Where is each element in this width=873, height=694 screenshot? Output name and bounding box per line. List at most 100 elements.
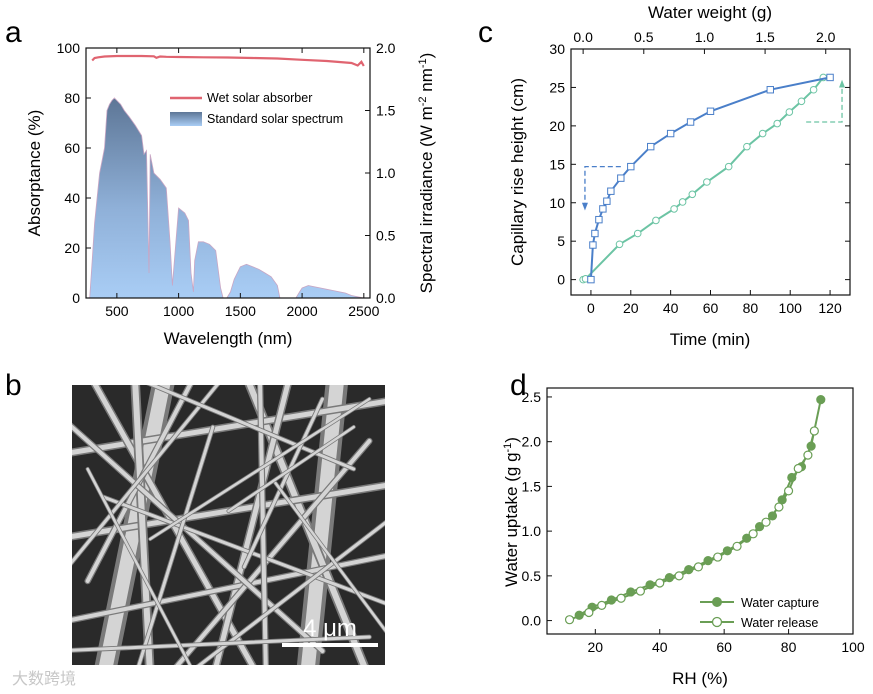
watermark: 大数跨境 <box>12 669 76 688</box>
y-tick-label: 0.0 <box>522 613 542 629</box>
capture-point <box>626 587 636 597</box>
x-tick-label: 2500 <box>348 303 379 319</box>
panel-d-ylabel: Water uptake (g g-1) <box>502 437 521 587</box>
release-point <box>584 607 594 618</box>
series-green-point <box>724 162 733 171</box>
x-tick-label: 120 <box>818 300 842 316</box>
series-blue-point <box>686 118 695 126</box>
x-tick-label: 100 <box>779 300 803 316</box>
series-green-point <box>670 205 678 213</box>
wet-absorber-line <box>91 54 365 67</box>
panel-d-legend: Water capture Water release <box>700 596 819 630</box>
series-green-point <box>703 178 711 186</box>
capture-point <box>767 511 778 521</box>
capture-point <box>606 595 617 605</box>
legend-swatch-release-marker <box>711 616 723 628</box>
legend-swatch-solar-spectrum <box>170 112 202 126</box>
y-tick-label: 30 <box>549 41 565 57</box>
x-tick-label: 1500 <box>225 303 256 319</box>
series-blue-point <box>826 73 834 82</box>
y-right-tick-label: 1.0 <box>376 165 396 181</box>
y-tick-label: 0 <box>557 272 565 288</box>
release-point <box>774 502 784 512</box>
fiber <box>227 425 355 513</box>
y-tick-label: 20 <box>549 118 565 134</box>
release-point <box>597 600 607 610</box>
release-point <box>616 593 626 603</box>
x-top-tick-label: 0.5 <box>634 29 654 45</box>
panel-a-ylabel-right: Spectral irradiance (W m-2 nm-1) <box>417 53 436 294</box>
y-right-tick-label: 2.0 <box>376 40 396 56</box>
x-tick-label: 20 <box>588 639 604 655</box>
capture-point <box>703 556 713 566</box>
arrow-head-blue <box>581 202 588 211</box>
x-tick-label: 2000 <box>287 303 318 319</box>
capture-point <box>806 441 816 451</box>
panel-a-legend: Wet solar absorber Standard solar spectr… <box>170 91 343 126</box>
x-top-tick-label: 0.0 <box>573 29 593 45</box>
capture-point <box>645 580 655 590</box>
panel-a-ylabel: Absorptance (%) <box>25 110 44 237</box>
y-tick-label: 60 <box>64 140 80 156</box>
fiber <box>242 397 324 569</box>
capture-point <box>722 546 732 556</box>
fiber <box>86 467 192 665</box>
series-blue-point <box>706 107 715 115</box>
release-line <box>569 430 816 621</box>
series-green-point <box>615 240 624 249</box>
series-green-point <box>758 129 767 138</box>
series-blue-point <box>617 174 625 182</box>
x-tick-label: 40 <box>663 300 679 316</box>
y-tick-label: 0.5 <box>522 568 542 584</box>
fiber <box>213 385 291 665</box>
y-tick-label: 15 <box>549 156 565 172</box>
panel-letter-a: a <box>5 16 22 49</box>
fiber <box>72 554 385 622</box>
release-point <box>693 562 703 572</box>
series-blue-point <box>587 275 595 284</box>
panel-d-chart: 20 40 60 80 100 0.0 0.5 1.0 1.5 2.0 2.5 Water capt… <box>502 387 865 688</box>
fiber <box>72 424 325 653</box>
y-tick-label: 1.0 <box>522 523 542 539</box>
fiber <box>197 521 385 665</box>
x-tick-label: 20 <box>623 300 639 316</box>
fiber <box>72 635 371 652</box>
release-point <box>655 578 665 588</box>
capture-point <box>754 522 765 532</box>
arrow-dashed-green <box>806 83 843 123</box>
x-tick-label: 40 <box>652 639 668 655</box>
capture-point <box>664 573 675 583</box>
x-tick-label: 1000 <box>163 303 194 319</box>
arrow-dashed-blue <box>584 165 621 207</box>
release-point <box>809 426 819 436</box>
x-tick-label: 100 <box>841 639 865 655</box>
x-top-tick-label: 2.0 <box>816 29 836 45</box>
capture-point <box>684 564 694 575</box>
legend-swatch-capture-marker <box>712 597 722 607</box>
series-green-point <box>678 198 687 206</box>
y-right-tick-label: 1.5 <box>376 103 396 119</box>
x-tick-label: 80 <box>781 639 797 655</box>
y-tick-label: 2.0 <box>522 434 542 450</box>
series-green-point <box>797 97 806 106</box>
x-tick-label: 80 <box>743 300 759 316</box>
panel-letter-d: d <box>510 369 527 402</box>
fiber <box>132 385 153 665</box>
legend-label-capture: Water capture <box>741 596 819 610</box>
y-right-tick-label: 0.0 <box>376 290 396 306</box>
scale-bar-label: 4 μm <box>303 615 357 642</box>
series-blue-point <box>591 229 599 238</box>
fiber <box>137 425 215 665</box>
y-tick-label: 10 <box>549 195 565 211</box>
panel-d-xlabel: RH (%) <box>672 669 728 688</box>
capture-point <box>787 472 797 483</box>
x-tick-label: 0 <box>587 300 595 316</box>
y-tick-label: 25 <box>549 79 565 95</box>
x-tick-label: 500 <box>105 303 129 319</box>
y-right-tick-label: 0.5 <box>376 228 396 244</box>
series-green-point <box>688 190 697 199</box>
y-tick-label: 20 <box>64 240 80 256</box>
y-tick-label: 100 <box>57 40 81 56</box>
x-top-tick-label: 1.0 <box>695 29 715 45</box>
release-point <box>732 541 742 551</box>
